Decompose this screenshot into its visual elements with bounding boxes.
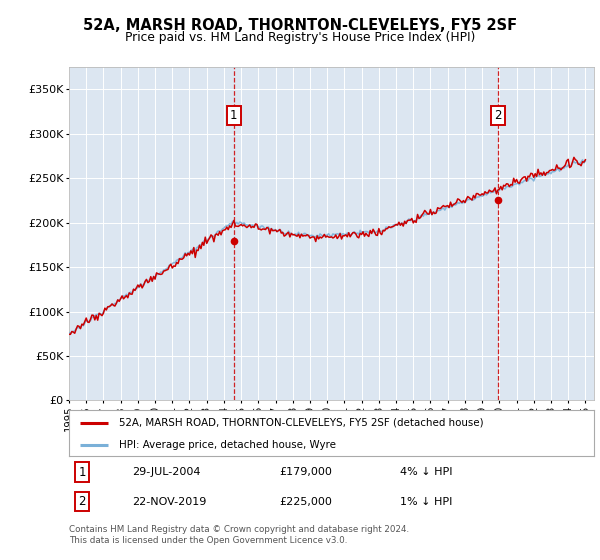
Text: 1: 1 [230,109,238,122]
Text: Contains HM Land Registry data © Crown copyright and database right 2024.
This d: Contains HM Land Registry data © Crown c… [69,525,409,545]
Text: £225,000: £225,000 [279,497,332,507]
Text: HPI: Average price, detached house, Wyre: HPI: Average price, detached house, Wyre [119,440,336,450]
Text: 52A, MARSH ROAD, THORNTON-CLEVELEYS, FY5 2SF (detached house): 52A, MARSH ROAD, THORNTON-CLEVELEYS, FY5… [119,418,484,428]
Text: 2: 2 [494,109,502,122]
Text: 2: 2 [79,495,86,508]
Text: 4% ↓ HPI: 4% ↓ HPI [400,467,452,477]
Text: £179,000: £179,000 [279,467,332,477]
Text: 22-NOV-2019: 22-NOV-2019 [132,497,206,507]
Text: 1% ↓ HPI: 1% ↓ HPI [400,497,452,507]
Text: 29-JUL-2004: 29-JUL-2004 [132,467,200,477]
Text: Price paid vs. HM Land Registry's House Price Index (HPI): Price paid vs. HM Land Registry's House … [125,31,475,44]
Text: 52A, MARSH ROAD, THORNTON-CLEVELEYS, FY5 2SF: 52A, MARSH ROAD, THORNTON-CLEVELEYS, FY5… [83,18,517,33]
Text: 1: 1 [79,465,86,479]
